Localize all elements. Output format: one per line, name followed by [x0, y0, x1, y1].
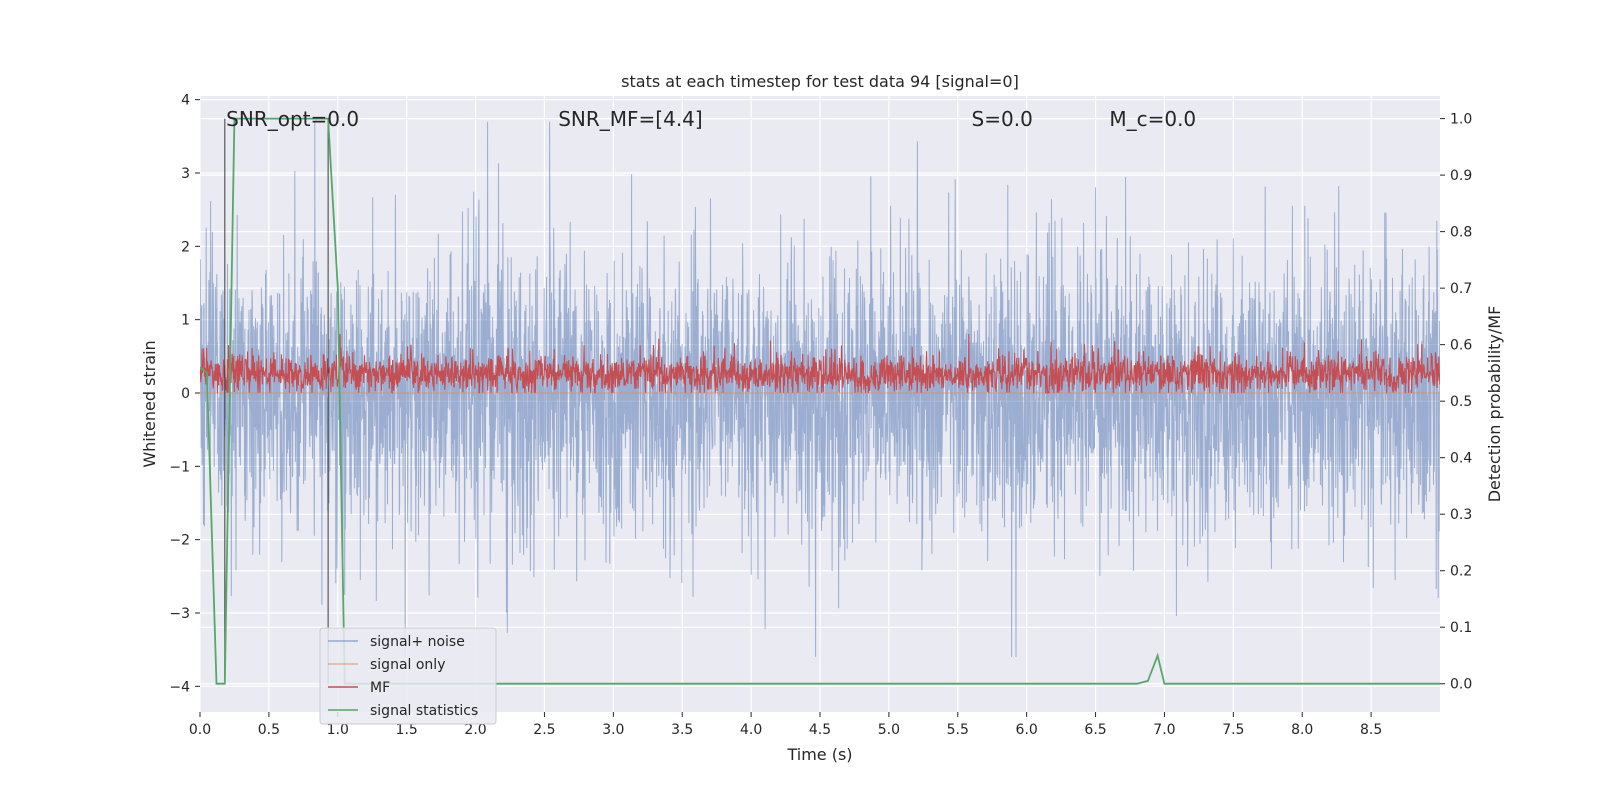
- right-y-tick-label: 0.1: [1450, 620, 1472, 636]
- annotations: SNR_opt=0.0 SNR_MF=[4.4] S=0.0 M_c=0.0: [226, 107, 1196, 131]
- left-y-tick-label: 1: [181, 313, 190, 329]
- left-y-tick-label: 0: [181, 386, 190, 402]
- x-tick-label: 8.5: [1360, 722, 1382, 738]
- x-tick-label: 6.0: [1016, 722, 1038, 738]
- x-tick-label: 2.0: [464, 722, 486, 738]
- left-y-tick-label: −1: [169, 459, 190, 475]
- x-tick-label: 8.0: [1291, 722, 1313, 738]
- chart-title: stats at each timestep for test data 94 …: [621, 72, 1019, 91]
- series-mf: [200, 333, 1440, 395]
- left-y-tick-label: −4: [169, 679, 190, 695]
- x-tick-label: 4.5: [809, 722, 831, 738]
- x-tick-label: 3.5: [671, 722, 693, 738]
- right-y-tick-label: 0.4: [1450, 451, 1472, 467]
- plot-area: [200, 117, 1440, 685]
- annotation-1: SNR_opt=0.0: [226, 107, 359, 131]
- x-tick-label: 7.5: [1222, 722, 1244, 738]
- x-tick-label: 3.0: [602, 722, 624, 738]
- series-signal-noise: [200, 121, 1440, 658]
- left-y-axis-ticks: −4 −3 −2 −1 0 1 2 3 4: [169, 93, 200, 695]
- x-tick-label: 1.0: [327, 722, 349, 738]
- annotation-4: M_c=0.0: [1109, 107, 1196, 131]
- x-tick-label: 6.5: [1084, 722, 1106, 738]
- right-y-tick-label: 0.3: [1450, 507, 1472, 523]
- left-y-tick-label: 3: [181, 166, 190, 182]
- series-signal-statistics: [200, 117, 1440, 685]
- legend-box: [319, 627, 497, 725]
- right-y-tick-label: 0.5: [1450, 394, 1472, 410]
- right-y-tick-label: 0.2: [1450, 564, 1472, 580]
- annotation-2: SNR_MF=[4.4]: [558, 107, 702, 131]
- left-y-tick-label: −2: [169, 533, 190, 549]
- left-y-tick-label: 2: [181, 239, 190, 255]
- left-y-axis-label: Whitened strain: [140, 340, 159, 467]
- right-y-tick-label: 0.8: [1450, 225, 1472, 241]
- right-y-tick-label: 0.0: [1450, 677, 1472, 693]
- x-axis-ticks: 0.0 0.5 1.0 1.5 2.0 2.5 3.0 3.5 4.0 4.5 5.0 5.5 6.0 6…: [189, 712, 1382, 738]
- left-y-tick-label: 4: [181, 93, 190, 109]
- right-y-axis-label: Detection probability/MF: [1485, 306, 1504, 503]
- right-y-tick-label: 0.9: [1450, 168, 1472, 184]
- x-axis-label: Time (s): [786, 745, 852, 764]
- right-y-axis-ticks: 0.0 0.1 0.2 0.3 0.4 0.5 0.6 0.7 0.8 0.9 1.0: [1440, 112, 1472, 693]
- x-tick-label: 0.0: [189, 722, 211, 738]
- legend-label-signal-statistics: signal statistics: [370, 703, 478, 719]
- x-tick-label: 2.5: [533, 722, 555, 738]
- legend-label-signal-noise: signal+ noise: [370, 634, 465, 650]
- right-y-tick-label: 0.6: [1450, 338, 1472, 354]
- left-y-tick-label: −3: [169, 606, 190, 622]
- legend-label-mf: MF: [370, 680, 390, 696]
- x-tick-label: 4.0: [740, 722, 762, 738]
- annotation-3: S=0.0: [972, 107, 1033, 131]
- x-tick-label: 5.0: [878, 722, 900, 738]
- x-tick-label: 0.5: [258, 722, 280, 738]
- x-tick-label: 7.0: [1153, 722, 1175, 738]
- legend: signal+ noise signal only MF signal stat…: [319, 627, 497, 725]
- legend-label-signal-only: signal only: [370, 657, 445, 673]
- series-layer: [200, 117, 1440, 685]
- x-tick-label: 5.5: [947, 722, 969, 738]
- right-y-tick-label: 1.0: [1450, 112, 1472, 128]
- right-y-tick-label: 0.7: [1450, 281, 1472, 297]
- x-tick-label: 1.5: [396, 722, 418, 738]
